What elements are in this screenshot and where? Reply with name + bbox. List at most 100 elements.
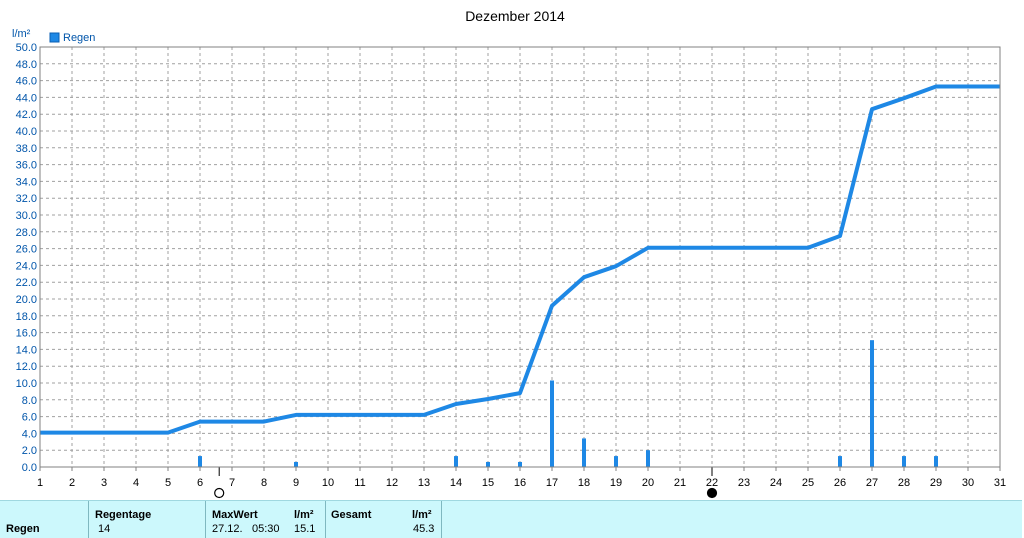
daily-rain-bar [582,438,586,467]
moon-phases [214,467,718,499]
y-tick-label: 46.0 [16,76,37,88]
gesamt-value: 45.3 [413,523,435,535]
y-tick-label: 4.0 [22,428,37,440]
gesamt-header: Gesamt [331,509,372,521]
daily-rain-bar [646,450,650,467]
gesamt-unit-header: l/m² [412,509,432,521]
stats-panel: Regen Regentage 14 MaxWert 27.12. 05:30 … [0,500,1022,538]
maxwert-unit-header: l/m² [294,509,314,521]
x-tick-label: 29 [930,477,942,489]
new-moon-icon [706,487,718,499]
daily-rain-bar [614,456,618,467]
y-tick-label: 26.0 [16,244,37,256]
daily-rain-bar [294,461,298,467]
x-tick-label: 5 [165,477,171,489]
daily-rain-bar [902,456,906,467]
y-axis-unit: l/m² [12,28,31,40]
maxwert-time: 05:30 [252,523,280,535]
y-tick-label: 36.0 [16,160,37,172]
rain-chart: Dezember 2014 l/m² Regen 0.0 2.0 4.0 6.0 8.0… [12,8,1006,499]
x-tick-label: 23 [738,477,750,489]
y-tick-label: 22.0 [16,277,37,289]
y-tick-label: 14.0 [16,344,37,356]
grid [40,47,1000,467]
legend-swatch [49,32,60,43]
daily-rain-bar [454,456,458,467]
x-tick-label: 11 [354,477,365,489]
maxwert-value: 15.1 [294,523,316,535]
daily-rain-bar [934,456,938,467]
x-tick-label: 15 [482,477,494,489]
x-tick-label: 12 [386,477,398,489]
maxwert-date: 27.12. [212,523,243,535]
stats-divider [88,501,89,538]
y-tick-label: 2.0 [22,445,37,457]
x-tick-label: 25 [802,477,814,489]
y-tick-label: 24.0 [16,260,37,272]
y-tick-label: 38.0 [16,143,37,155]
x-tick-label: 31 [994,477,1006,489]
chart-title: Dezember 2014 [465,8,565,24]
x-tick-label: 2 [69,477,75,489]
daily-rain-bar [486,461,490,467]
y-tick-label: 30.0 [16,210,37,222]
y-tick-label: 48.0 [16,59,37,71]
x-tick-label: 13 [418,477,430,489]
y-tick-label: 42.0 [16,109,37,121]
x-tick-label: 21 [674,477,686,489]
regentage-header: Regentage [95,509,152,521]
maxwert-header: MaxWert [212,509,258,521]
plot-frame [39,46,1001,468]
y-tick-label: 16.0 [16,328,37,340]
x-tick-label: 27 [866,477,878,489]
x-tick-label: 14 [450,477,462,489]
y-tick-label: 34.0 [16,176,37,188]
y-tick-label: 8.0 [22,395,37,407]
x-tick-label: 1 [37,477,43,489]
regentage-value: 14 [98,523,111,535]
y-tick-label: 10.0 [16,378,37,390]
full-moon-icon [214,487,225,499]
x-tick-label: 8 [261,477,267,489]
y-tick-label: 40.0 [16,126,37,138]
y-axis: 0.0 2.0 4.0 6.0 8.0 10.0 12.0 14.0 16.0 18.0 20.0 2… [16,42,37,474]
x-tick-label: 24 [770,477,782,489]
x-tick-label: 19 [610,477,622,489]
x-tick-label: 16 [514,477,526,489]
daily-rain-bars [198,340,938,467]
x-tick-label: 26 [834,477,846,489]
stats-divider [441,501,442,538]
x-tick-label: 9 [293,477,299,489]
y-tick-label: 12.0 [16,361,37,373]
y-tick-label: 32.0 [16,193,37,205]
x-tick-label: 30 [962,477,974,489]
daily-rain-bar [198,456,202,467]
x-tick-label: 18 [578,477,590,489]
x-axis: 1 2 3 4 5 6 7 8 9 10 11 12 13 14 15 16 17 18 19 20 21 22 23 24 2… [37,467,1006,489]
x-tick-label: 17 [546,477,558,489]
y-tick-label: 28.0 [16,227,37,239]
y-tick-label: 50.0 [16,42,37,54]
daily-rain-bar [838,456,842,467]
daily-rain-bar [550,380,554,467]
stats-row-label: Regen [6,523,40,535]
daily-rain-bar [870,340,874,467]
stats-divider [325,501,326,538]
y-tick-label: 20.0 [16,294,37,306]
x-tick-label: 10 [322,477,334,489]
y-tick-label: 0.0 [22,462,37,474]
legend-label: Regen [63,32,95,44]
y-tick-label: 18.0 [16,311,37,323]
y-tick-label: 6.0 [22,412,37,424]
x-tick-label: 4 [133,477,139,489]
x-tick-label: 22 [706,477,718,489]
stats-divider [205,501,206,538]
daily-rain-bar [518,461,522,467]
x-tick-label: 3 [101,477,107,489]
x-tick-label: 20 [642,477,654,489]
x-tick-label: 28 [898,477,910,489]
cumulative-rain-line [40,84,1000,435]
x-tick-label: 6 [197,477,203,489]
x-tick-label: 7 [229,477,235,489]
y-tick-label: 44.0 [16,92,37,104]
